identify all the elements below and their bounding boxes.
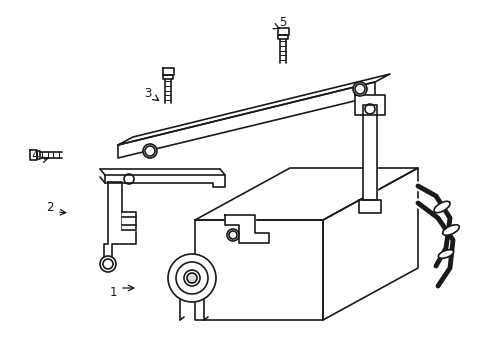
Circle shape — [226, 229, 239, 241]
Circle shape — [168, 254, 216, 302]
Polygon shape — [30, 150, 37, 160]
Text: 3: 3 — [144, 86, 151, 99]
Polygon shape — [354, 95, 384, 115]
Circle shape — [352, 82, 366, 96]
Polygon shape — [195, 168, 417, 220]
Text: 1: 1 — [109, 287, 117, 300]
Polygon shape — [37, 151, 40, 159]
Polygon shape — [278, 35, 287, 39]
Text: 5: 5 — [279, 15, 286, 28]
Polygon shape — [105, 175, 224, 187]
Text: 4: 4 — [31, 149, 39, 162]
Circle shape — [183, 270, 200, 286]
Polygon shape — [118, 74, 389, 145]
Polygon shape — [122, 212, 136, 230]
Polygon shape — [358, 200, 380, 213]
Ellipse shape — [437, 250, 453, 258]
Polygon shape — [362, 115, 376, 200]
Polygon shape — [277, 28, 288, 35]
Ellipse shape — [442, 225, 458, 235]
Circle shape — [100, 256, 116, 272]
Polygon shape — [163, 75, 172, 79]
Polygon shape — [104, 182, 136, 257]
Polygon shape — [323, 168, 417, 320]
Text: 2: 2 — [46, 201, 54, 213]
Ellipse shape — [433, 201, 449, 213]
Polygon shape — [224, 215, 268, 243]
Polygon shape — [118, 82, 374, 158]
Circle shape — [142, 144, 157, 158]
Circle shape — [186, 273, 197, 283]
Polygon shape — [162, 68, 173, 75]
Polygon shape — [195, 220, 323, 320]
